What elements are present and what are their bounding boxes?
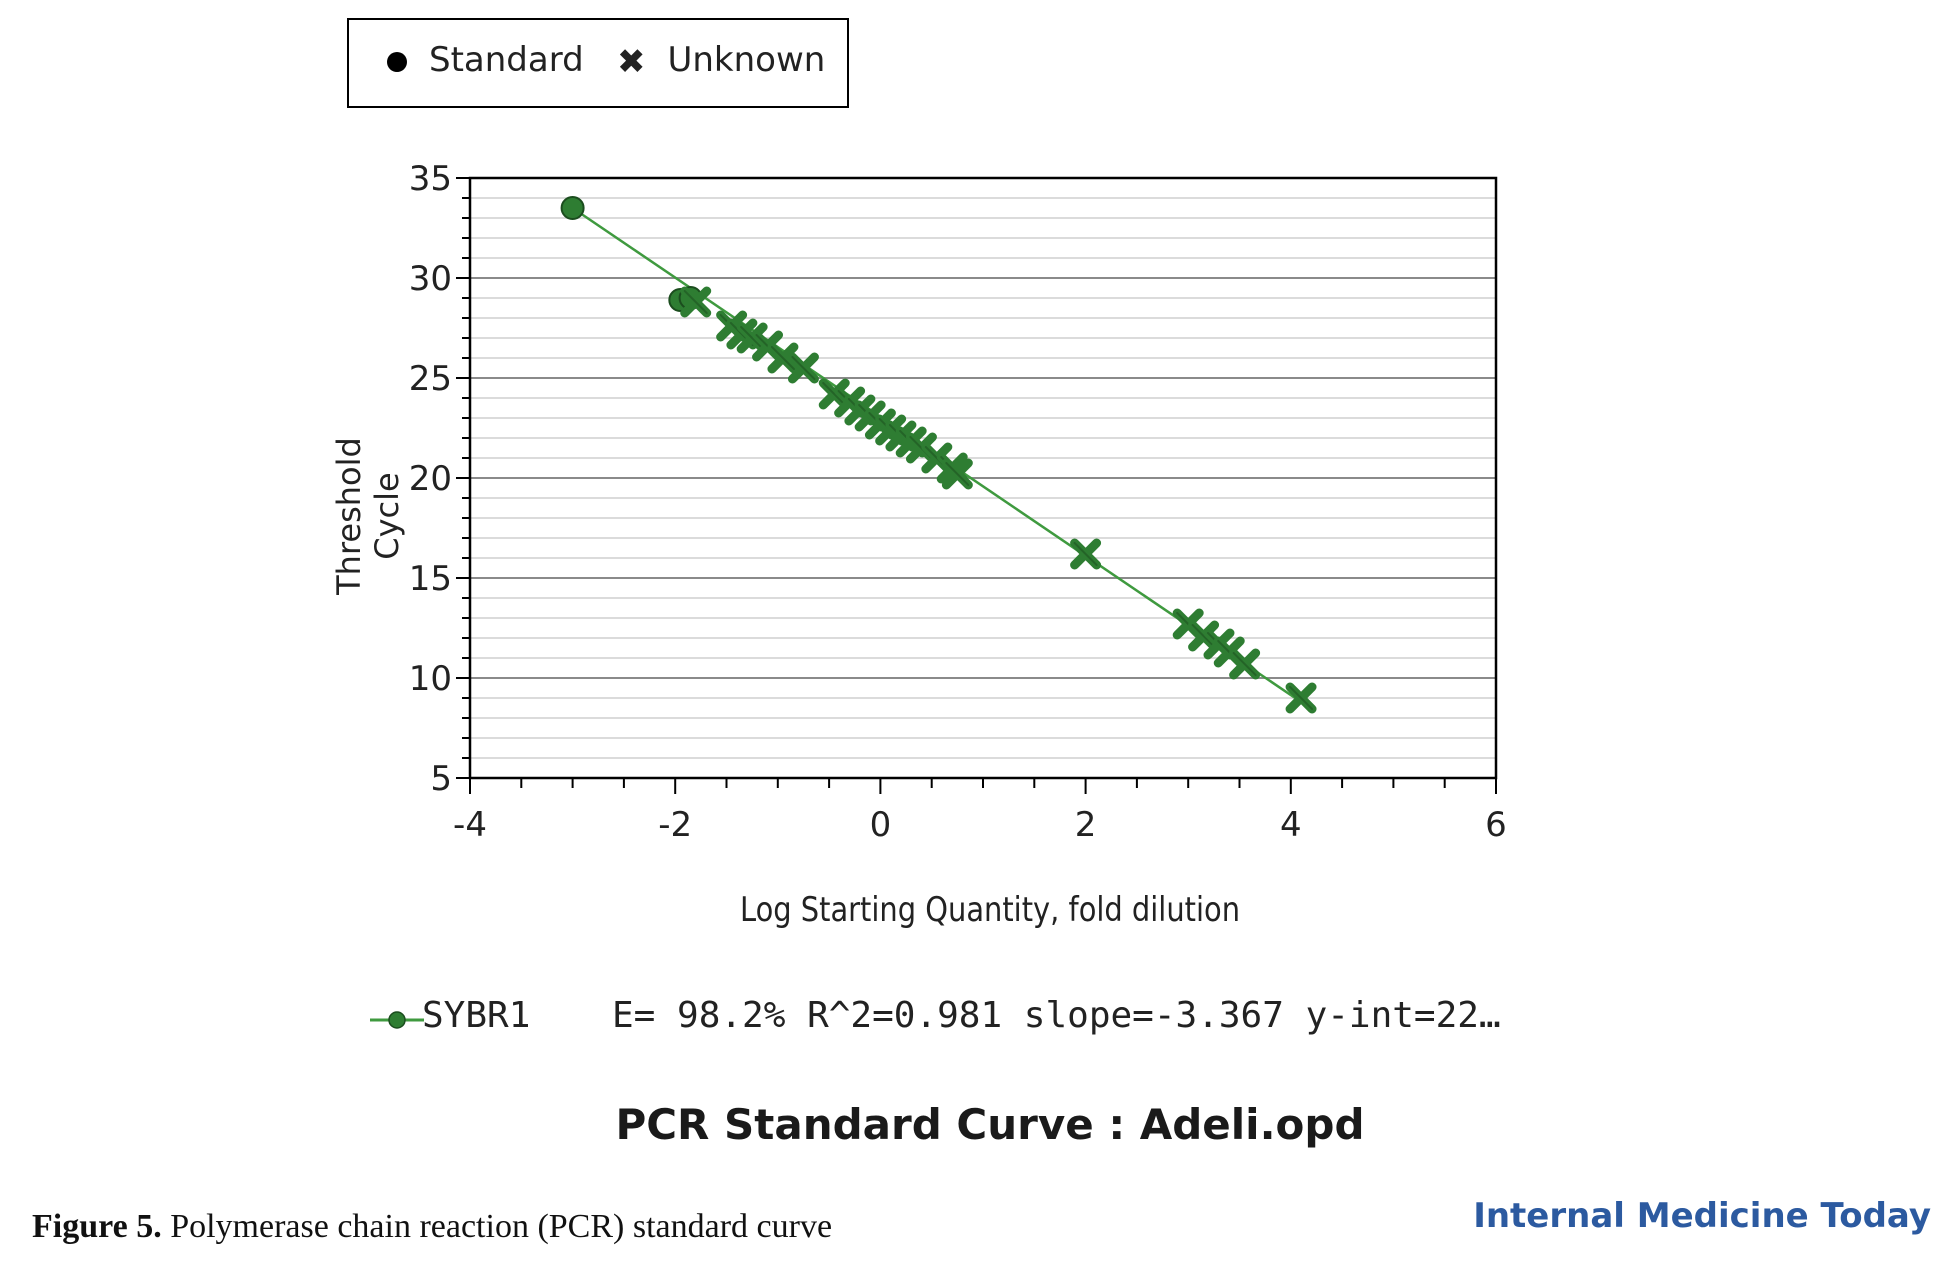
tick-labels: 5 10 15 20 25 30 35 -4 -2 0 2 4 6 [409,159,1507,845]
unknown-point-edge [1191,624,1216,648]
unknown-point [1229,648,1261,680]
x-tick-label: 0 [870,805,892,845]
legend-label-standard: Standard [429,40,584,80]
unknown-point-edge [1289,686,1314,710]
chart-legend: Standard ✖ Unknown [347,18,849,108]
legend-item-standard: Standard [387,40,584,80]
unknown-point-edge [822,382,847,406]
caption-figure-number: Figure 5. [32,1208,162,1245]
x-tick-label: 6 [1485,805,1507,845]
y-tick-label: 20 [409,459,452,499]
unknown-point [941,458,973,490]
unknown-point-edge [945,462,970,486]
unknown-point [818,378,850,410]
data-points [560,196,1317,714]
unknown-point-edge [791,356,816,380]
x-tick-label: 4 [1280,805,1302,845]
unknown-point-edge [1232,652,1257,676]
legend-item-unknown: ✖ Unknown [617,40,825,80]
x-tick-label: -2 [658,805,692,845]
x-tick-label: -4 [453,805,487,845]
y-tick-label: 5 [430,759,452,799]
axis-ticks [456,177,1497,794]
y-tick-label: 35 [409,159,452,199]
unknown-point-edge [740,326,765,350]
unknown-point [1188,620,1220,652]
y-axis-title: Threshold Cycle [330,437,406,595]
series-statistics: E= 98.2% R^2=0.981 slope=-3.367 y-int=22… [612,995,1501,1036]
circle-marker-icon [387,51,407,72]
x-axis-title: Log Starting Quantity, fold dilution [739,890,1241,930]
series-swatch-icon [370,1011,424,1029]
grid-lines [470,197,1496,759]
y-tick-label: 15 [409,559,452,599]
y-tick-label: 30 [409,259,452,299]
caption-text: Polymerase chain reaction (PCR) standard… [161,1208,833,1245]
series-name: SYBR1 [422,995,531,1036]
y-tick-label: 25 [409,359,452,399]
unknown-point [767,342,799,374]
unknown-point [680,286,712,318]
journal-brand-logo: Internal Medicine Today [1473,1196,1931,1236]
unknown-point [1070,538,1102,570]
unknown-point [736,322,768,354]
x-marker-icon: ✖ [617,41,646,82]
standard-point [560,196,585,220]
legend-label-unknown: Unknown [667,40,826,80]
unknown-point [1285,682,1317,714]
chart-title: PCR Standard Curve : Adeli.opd [615,1100,1365,1149]
x-tick-label: 2 [1075,805,1097,845]
unknown-point-edge [770,346,795,370]
unknown-point [787,352,819,384]
unknown-point-edge [1073,542,1098,566]
y-tick-label: 10 [409,659,452,699]
unknown-point-edge [683,290,708,314]
figure-caption: Figure 5. Polymerase chain reaction (PCR… [32,1208,832,1246]
